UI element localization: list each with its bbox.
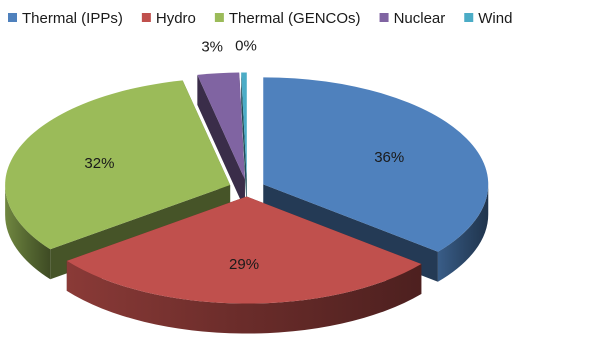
legend-label-thermal-gencos: Thermal (GENCOs) <box>229 10 361 27</box>
data-labels: 36% 29% 32% 3% 0% <box>84 37 404 272</box>
legend: Thermal (IPPs) Hydro Thermal (GENCOs) Nucle… <box>8 10 512 27</box>
legend-swatch-thermal-ipps <box>8 13 17 22</box>
pie-slice-thermal-gencos-rim-0 <box>5 185 51 280</box>
pie-slice-hydro <box>66 196 422 334</box>
pie-slice-nuclear-side-start <box>197 74 245 210</box>
legend-label-thermal-ipps: Thermal (IPPs) <box>22 10 123 27</box>
legend-swatch-thermal-gencos <box>214 13 224 22</box>
data-label-wind: 0% <box>235 37 257 54</box>
legend-swatch-nuclear <box>379 13 389 22</box>
data-label-hydro: 29% <box>229 256 259 273</box>
legend-swatch-wind <box>464 13 474 22</box>
legend-label-wind: Wind <box>478 10 512 27</box>
pie-slice-thermal-ipps-rim-0 <box>437 184 489 282</box>
pie-slice-thermal-gencos-top <box>5 80 231 250</box>
legend-swatch-hydro <box>141 13 151 22</box>
data-label-thermal-ipps: 36% <box>374 149 404 166</box>
data-label-thermal-gencos: 32% <box>84 155 114 172</box>
pie-slices <box>5 72 489 334</box>
pie-slice-hydro-top <box>66 196 422 304</box>
pie-slice-hydro-rim-0 <box>66 260 422 334</box>
pie-slice-thermal-ipps-top <box>263 77 489 252</box>
data-label-nuclear: 3% <box>201 38 223 55</box>
pie-slice-wind-side-start <box>241 72 247 210</box>
pie-slice-wind <box>241 72 247 210</box>
legend-label-nuclear: Nuclear <box>394 10 446 27</box>
pie-slice-wind-top <box>241 72 247 180</box>
legend-label-hydro: Hydro <box>156 10 196 27</box>
pie-slice-nuclear-top <box>197 72 245 180</box>
pie-slice-nuclear <box>197 72 245 210</box>
